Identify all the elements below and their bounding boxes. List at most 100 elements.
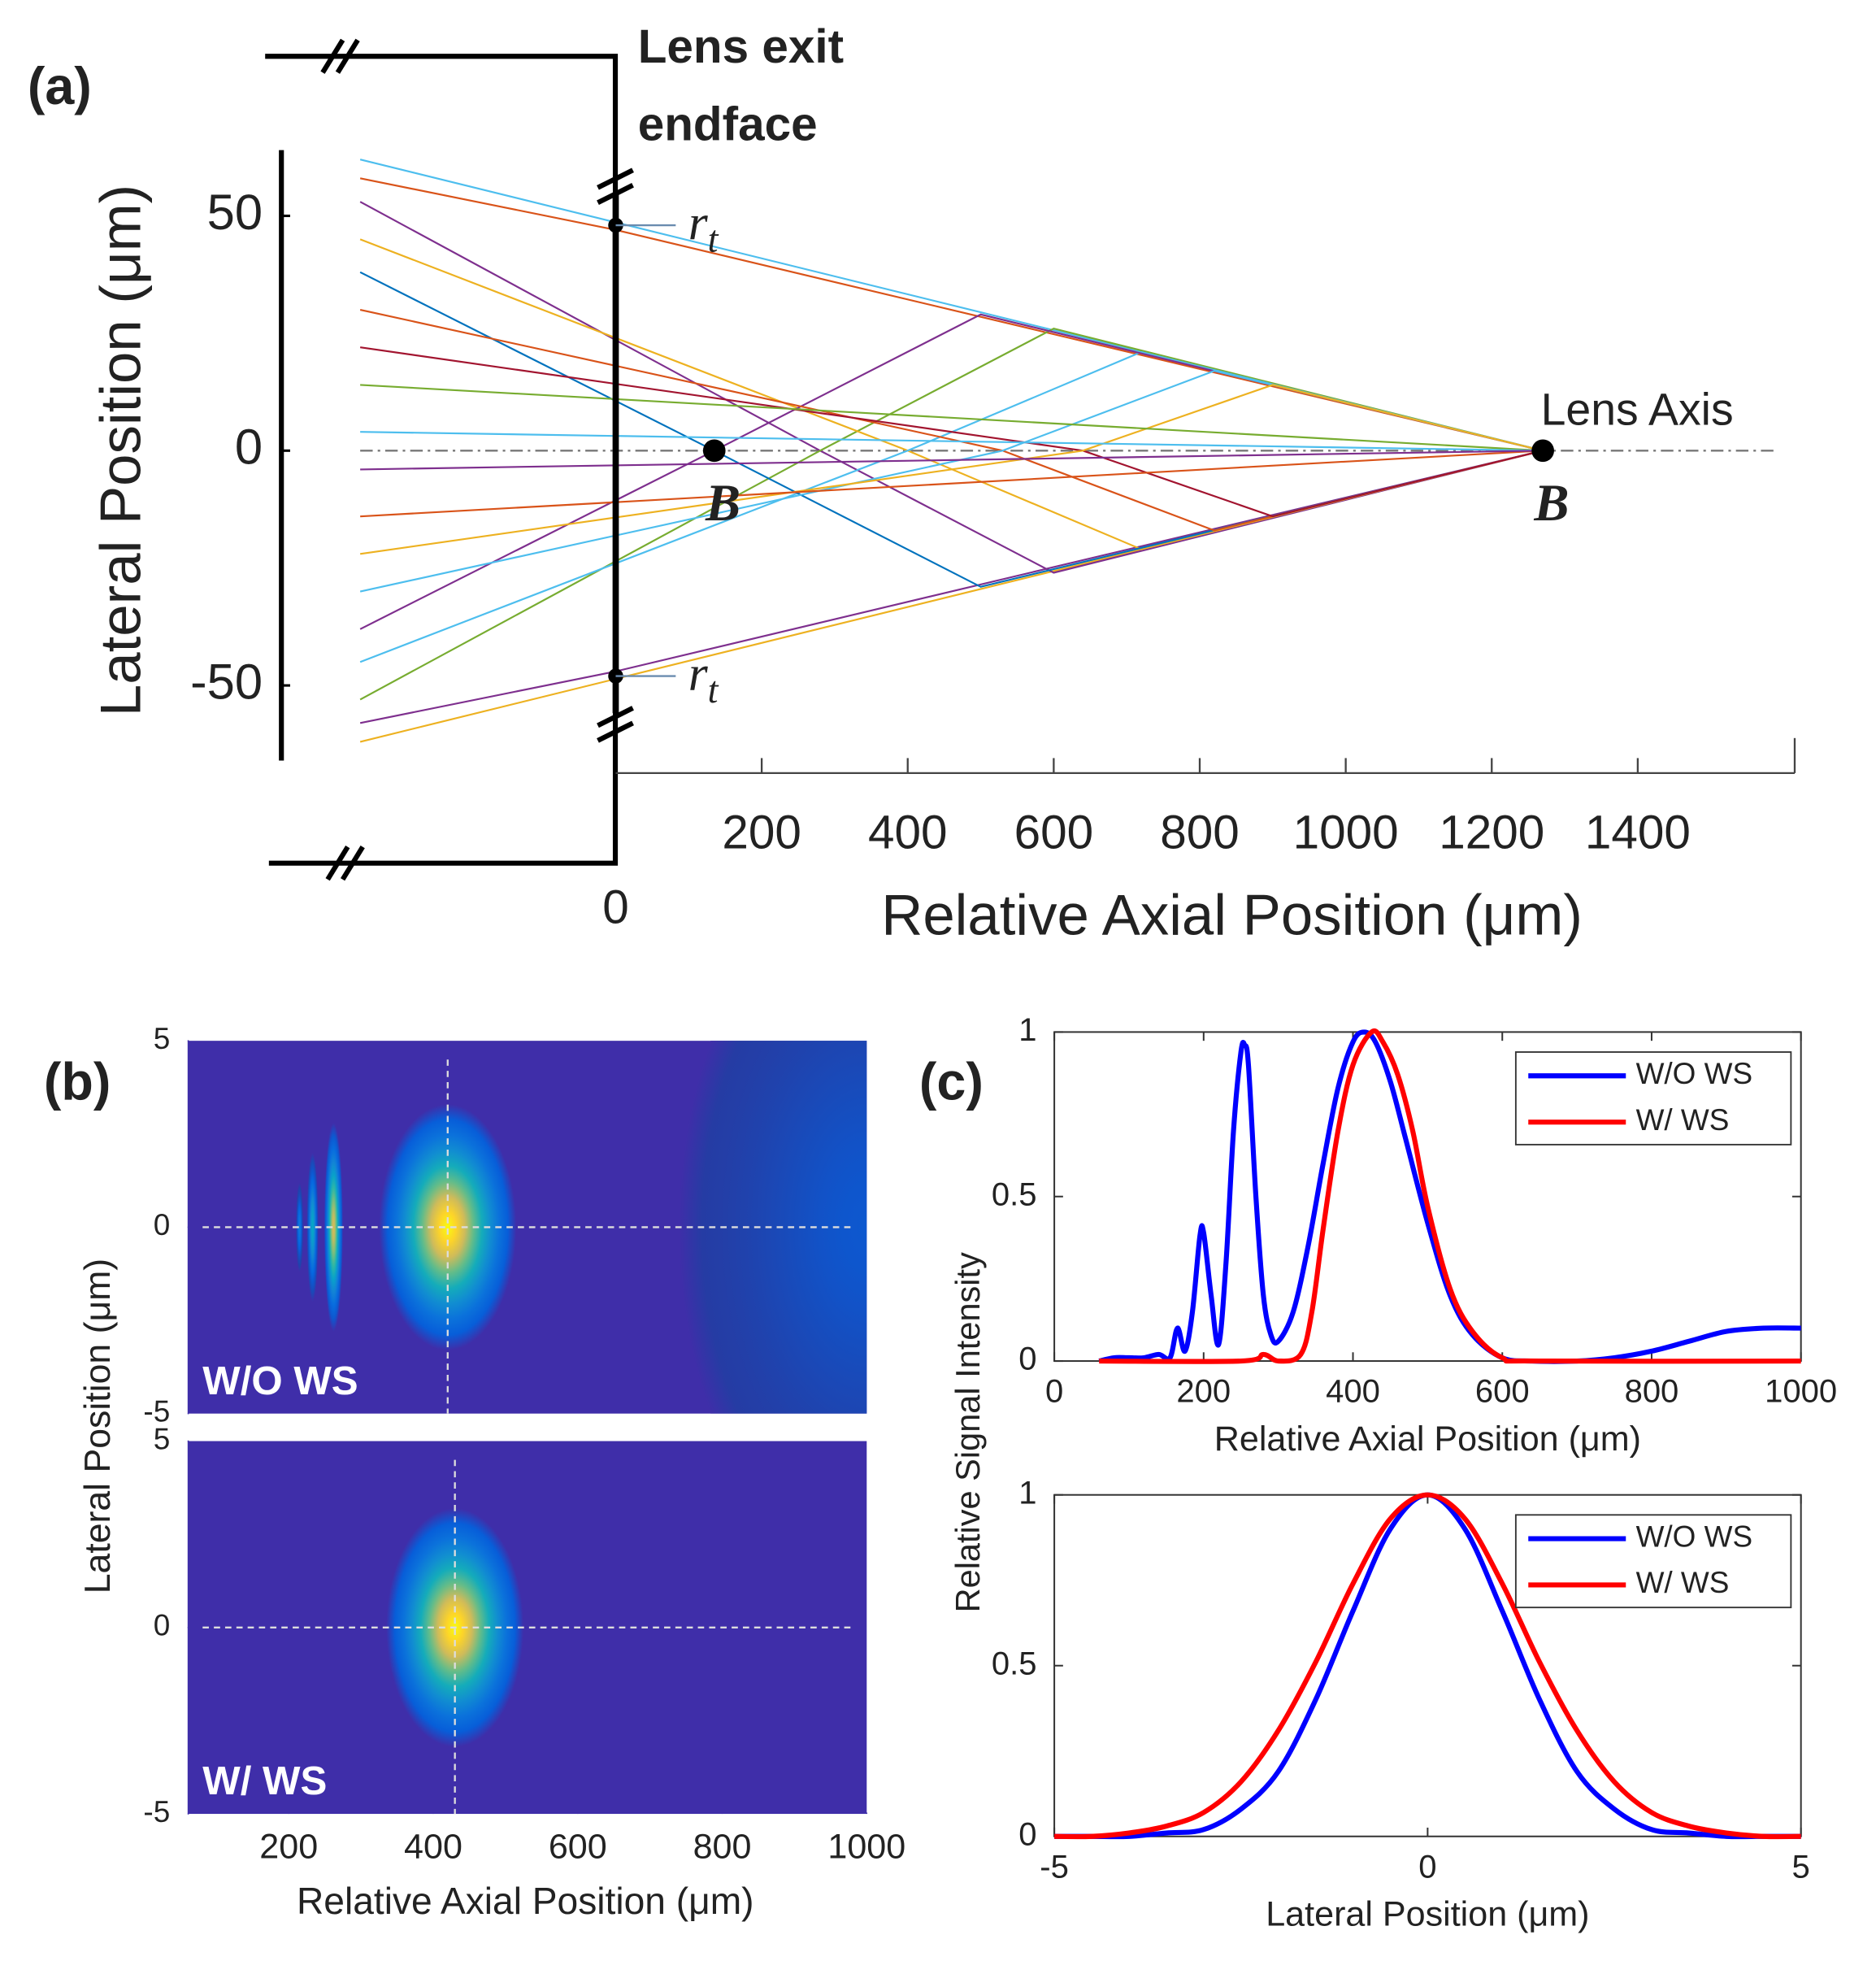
axis-label: Lens Axis bbox=[1541, 384, 1734, 434]
ray bbox=[360, 450, 1544, 471]
point bbox=[702, 439, 726, 463]
point-label: rt bbox=[688, 195, 719, 259]
y-axis-label: Lateral Position (μm) bbox=[89, 185, 153, 716]
series-line bbox=[1054, 1492, 1801, 1840]
x-tick-label: 600 bbox=[549, 1828, 607, 1867]
legend-box bbox=[1514, 1514, 1792, 1609]
y-tick-label: -5 bbox=[143, 1795, 170, 1828]
intensity-spot bbox=[379, 1104, 517, 1350]
ray bbox=[360, 431, 1544, 452]
map-label: W/O WS bbox=[202, 1359, 358, 1403]
lens-bracket bbox=[265, 38, 634, 881]
x-tick-label: 1000 bbox=[1293, 806, 1399, 859]
x-tick-label: 1000 bbox=[1765, 1374, 1837, 1410]
ray bbox=[359, 308, 1544, 532]
x-tick-label: 0 bbox=[602, 881, 629, 934]
ray bbox=[359, 177, 1544, 452]
y-tick-label: 0 bbox=[154, 1609, 171, 1642]
y-tick-label: 5 bbox=[154, 1022, 171, 1055]
x-tick-label: 200 bbox=[722, 806, 801, 859]
ray bbox=[359, 346, 1544, 518]
x-tick-label: 600 bbox=[1014, 806, 1094, 859]
point bbox=[1531, 439, 1554, 463]
x-tick-label: -5 bbox=[1040, 1849, 1069, 1885]
x-axis-label: Relative Axial Position (μm) bbox=[881, 883, 1583, 947]
y-tick-label: 0 bbox=[1018, 1341, 1036, 1377]
x-tick-label: 800 bbox=[1625, 1374, 1679, 1410]
legend-label: W/O WS bbox=[1636, 1057, 1752, 1090]
x-tick-label: 800 bbox=[1160, 806, 1240, 859]
break-mark bbox=[597, 167, 634, 190]
heatmap-background bbox=[187, 1441, 867, 1815]
point-label-sub: t bbox=[708, 669, 719, 711]
y-tick-label: 1 bbox=[1018, 1475, 1036, 1511]
x-tick-label: 400 bbox=[1326, 1374, 1380, 1410]
ray bbox=[359, 369, 1544, 593]
ray bbox=[359, 327, 1544, 701]
point-label-main: r bbox=[688, 646, 709, 702]
point-label: rt bbox=[688, 646, 719, 711]
ray bbox=[359, 384, 1544, 555]
lens-label: Lens exit bbox=[638, 20, 844, 73]
legend-box bbox=[1514, 1051, 1792, 1146]
x-tick-label: 1200 bbox=[1439, 806, 1544, 859]
legend-label: W/ WS bbox=[1636, 1566, 1730, 1599]
y-tick-label: 0 bbox=[1018, 1816, 1036, 1852]
x-tick-label: 200 bbox=[1176, 1374, 1231, 1410]
y-tick-label: 1 bbox=[1018, 1012, 1036, 1048]
y-tick-label: 0 bbox=[235, 420, 263, 476]
intensity-spot bbox=[296, 1182, 304, 1272]
y-tick-label: 0 bbox=[154, 1208, 171, 1241]
y-tick-label: -5 bbox=[143, 1394, 170, 1428]
x-tick-label: 5 bbox=[1792, 1849, 1810, 1885]
x-tick-label: 1400 bbox=[1585, 806, 1691, 859]
point-label-main: r bbox=[688, 195, 709, 250]
series-line bbox=[1099, 1028, 1801, 1364]
x-tick-label: 600 bbox=[1475, 1374, 1530, 1410]
bracket-line bbox=[265, 54, 619, 866]
x-tick-label: 0 bbox=[1045, 1374, 1063, 1410]
break-mark bbox=[320, 38, 345, 74]
x-tick-label: 1000 bbox=[827, 1828, 905, 1867]
ray bbox=[359, 201, 1544, 574]
heatmap bbox=[202, 1459, 852, 1815]
x-tick-label: 0 bbox=[1418, 1849, 1436, 1885]
y-tick-label: 0.5 bbox=[992, 1646, 1037, 1681]
point-label: B bbox=[705, 473, 740, 532]
break-mark bbox=[335, 38, 360, 74]
x-tick-label: 400 bbox=[868, 806, 948, 859]
intensity-spot bbox=[306, 1152, 319, 1302]
ray bbox=[360, 384, 1544, 452]
x-axis-label: Relative Axial Position (μm) bbox=[1214, 1420, 1641, 1459]
break-mark bbox=[597, 720, 634, 743]
point-label-sub: t bbox=[708, 218, 719, 259]
point-label: B bbox=[1533, 473, 1569, 532]
lens-label: endface bbox=[638, 98, 818, 150]
break-mark bbox=[340, 846, 365, 881]
x-tick-label: 800 bbox=[693, 1828, 752, 1867]
y-tick-label: 5 bbox=[154, 1422, 171, 1455]
x-tick-label: 200 bbox=[259, 1828, 318, 1867]
x-tick-label: 400 bbox=[404, 1828, 462, 1867]
heatmap bbox=[202, 1041, 867, 1414]
y-tick-label: 50 bbox=[207, 185, 263, 241]
y-axis-label: Lateral Position (μm) bbox=[78, 1259, 118, 1594]
break-mark bbox=[597, 706, 634, 728]
map-label: W/ WS bbox=[202, 1759, 327, 1803]
panel-label: (c) bbox=[919, 1053, 984, 1111]
y-tick-label: -50 bbox=[190, 654, 263, 710]
legend-label: W/ WS bbox=[1636, 1103, 1730, 1137]
intensity-spot bbox=[324, 1123, 343, 1332]
ray bbox=[359, 450, 1544, 724]
ray bbox=[360, 450, 1544, 518]
panel-label: (b) bbox=[44, 1053, 111, 1111]
panel-label: (a) bbox=[28, 57, 92, 115]
intensity-spot bbox=[679, 1041, 867, 1414]
x-axis-label: Lateral Position (μm) bbox=[1266, 1895, 1589, 1934]
x-axis-label: Relative Axial Position (μm) bbox=[297, 1880, 754, 1922]
y-axis-label: Relative Signal Intensity bbox=[949, 1252, 987, 1612]
legend-label: W/O WS bbox=[1636, 1520, 1752, 1553]
break-mark bbox=[325, 846, 350, 881]
